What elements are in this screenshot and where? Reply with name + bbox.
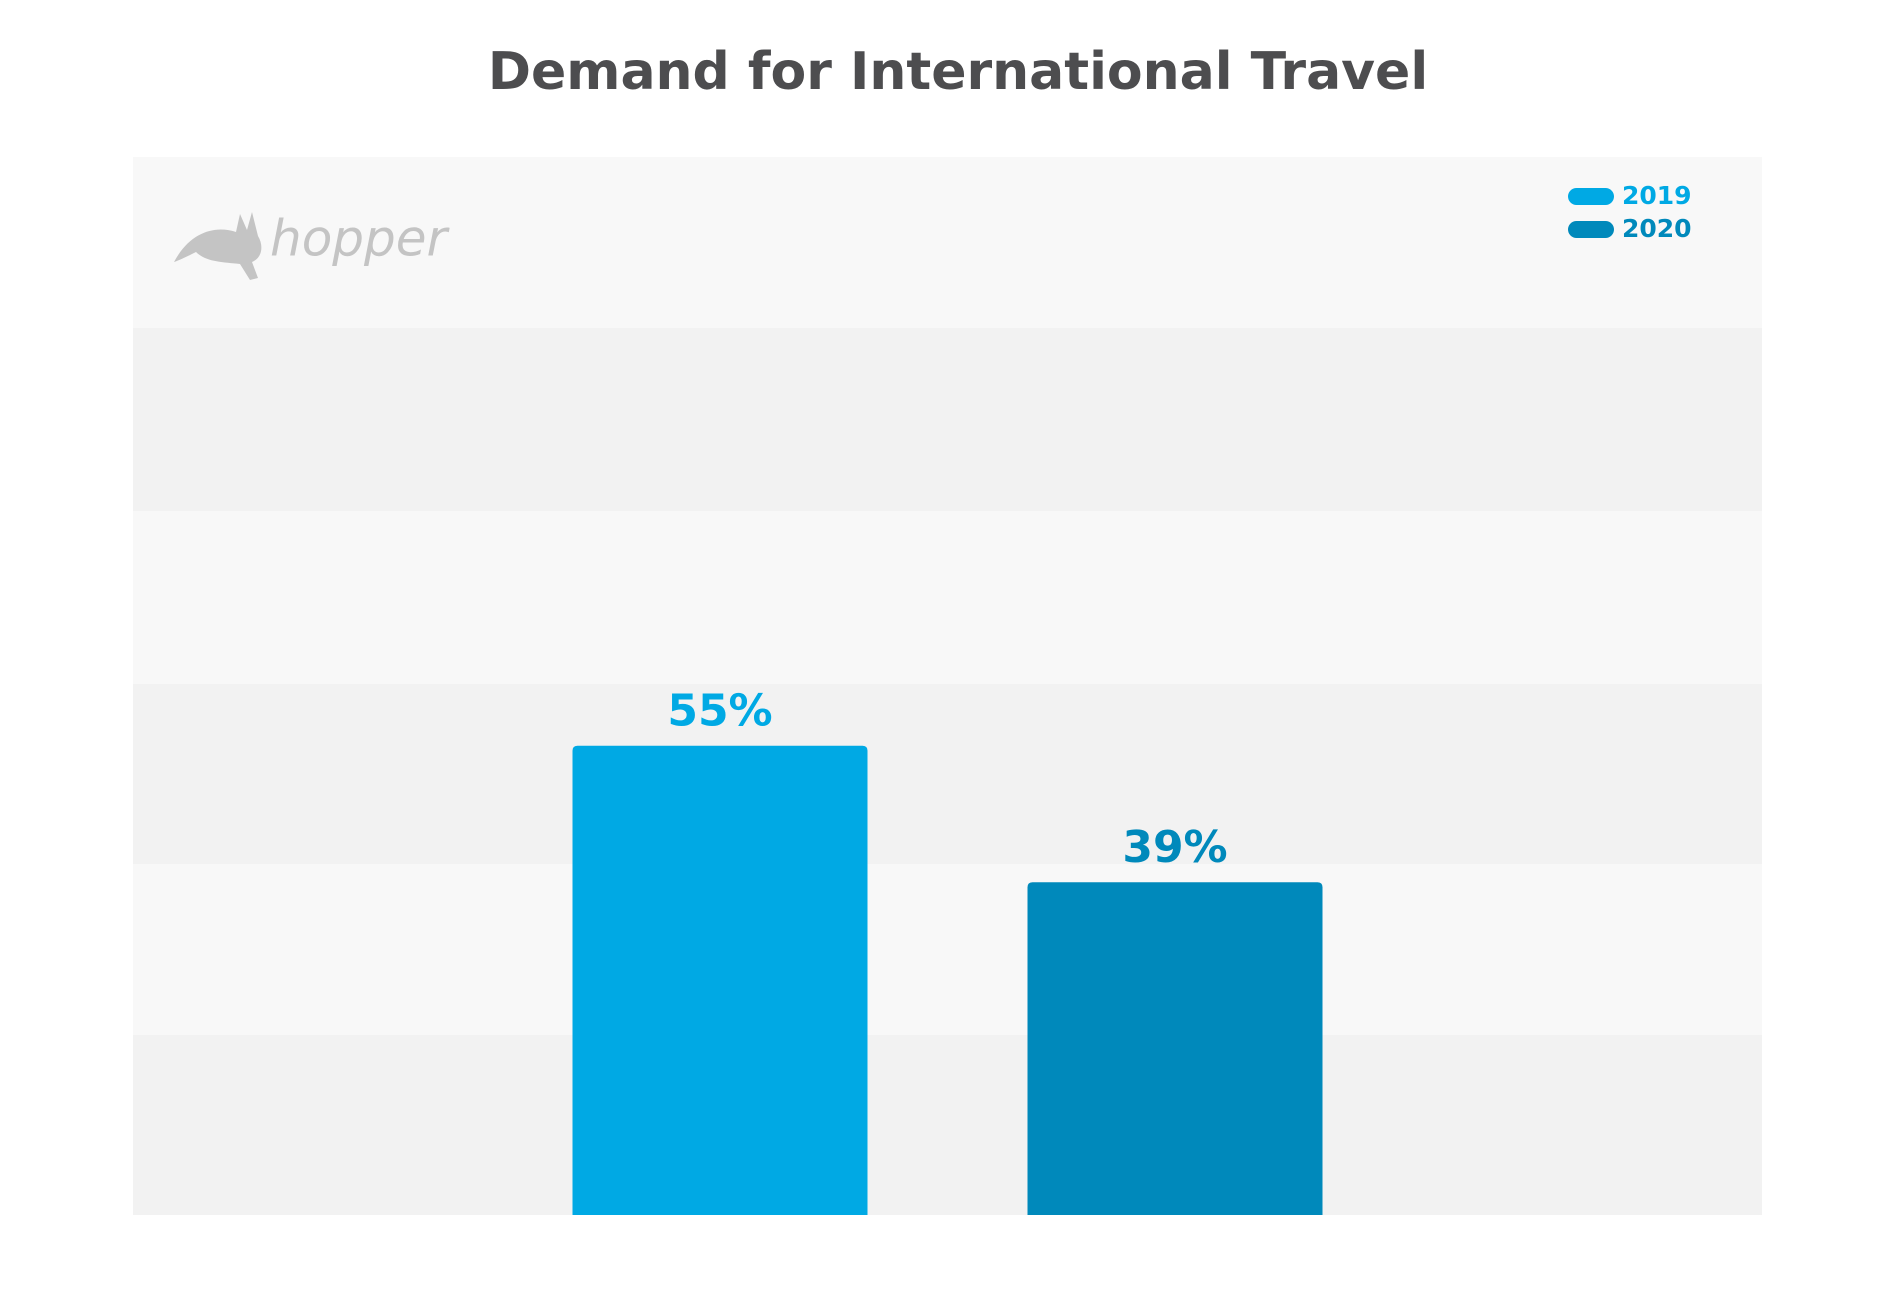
- bar: [572, 745, 868, 1215]
- bar: [1027, 882, 1323, 1215]
- logo: hopper: [174, 210, 451, 280]
- legend-label: 2019: [1622, 181, 1692, 210]
- band: [133, 684, 1762, 864]
- band: [133, 328, 1762, 511]
- logo-icon: [174, 212, 262, 280]
- logo-text: hopper: [270, 210, 451, 268]
- legend-swatch: [1568, 188, 1614, 205]
- legend-label: 2020: [1622, 214, 1692, 243]
- legend-swatch: [1568, 221, 1614, 238]
- chart-title: Demand for International Travel: [488, 42, 1428, 102]
- value-label: 39%: [1122, 822, 1227, 873]
- band: [133, 1035, 1762, 1215]
- value-label: 55%: [667, 686, 772, 737]
